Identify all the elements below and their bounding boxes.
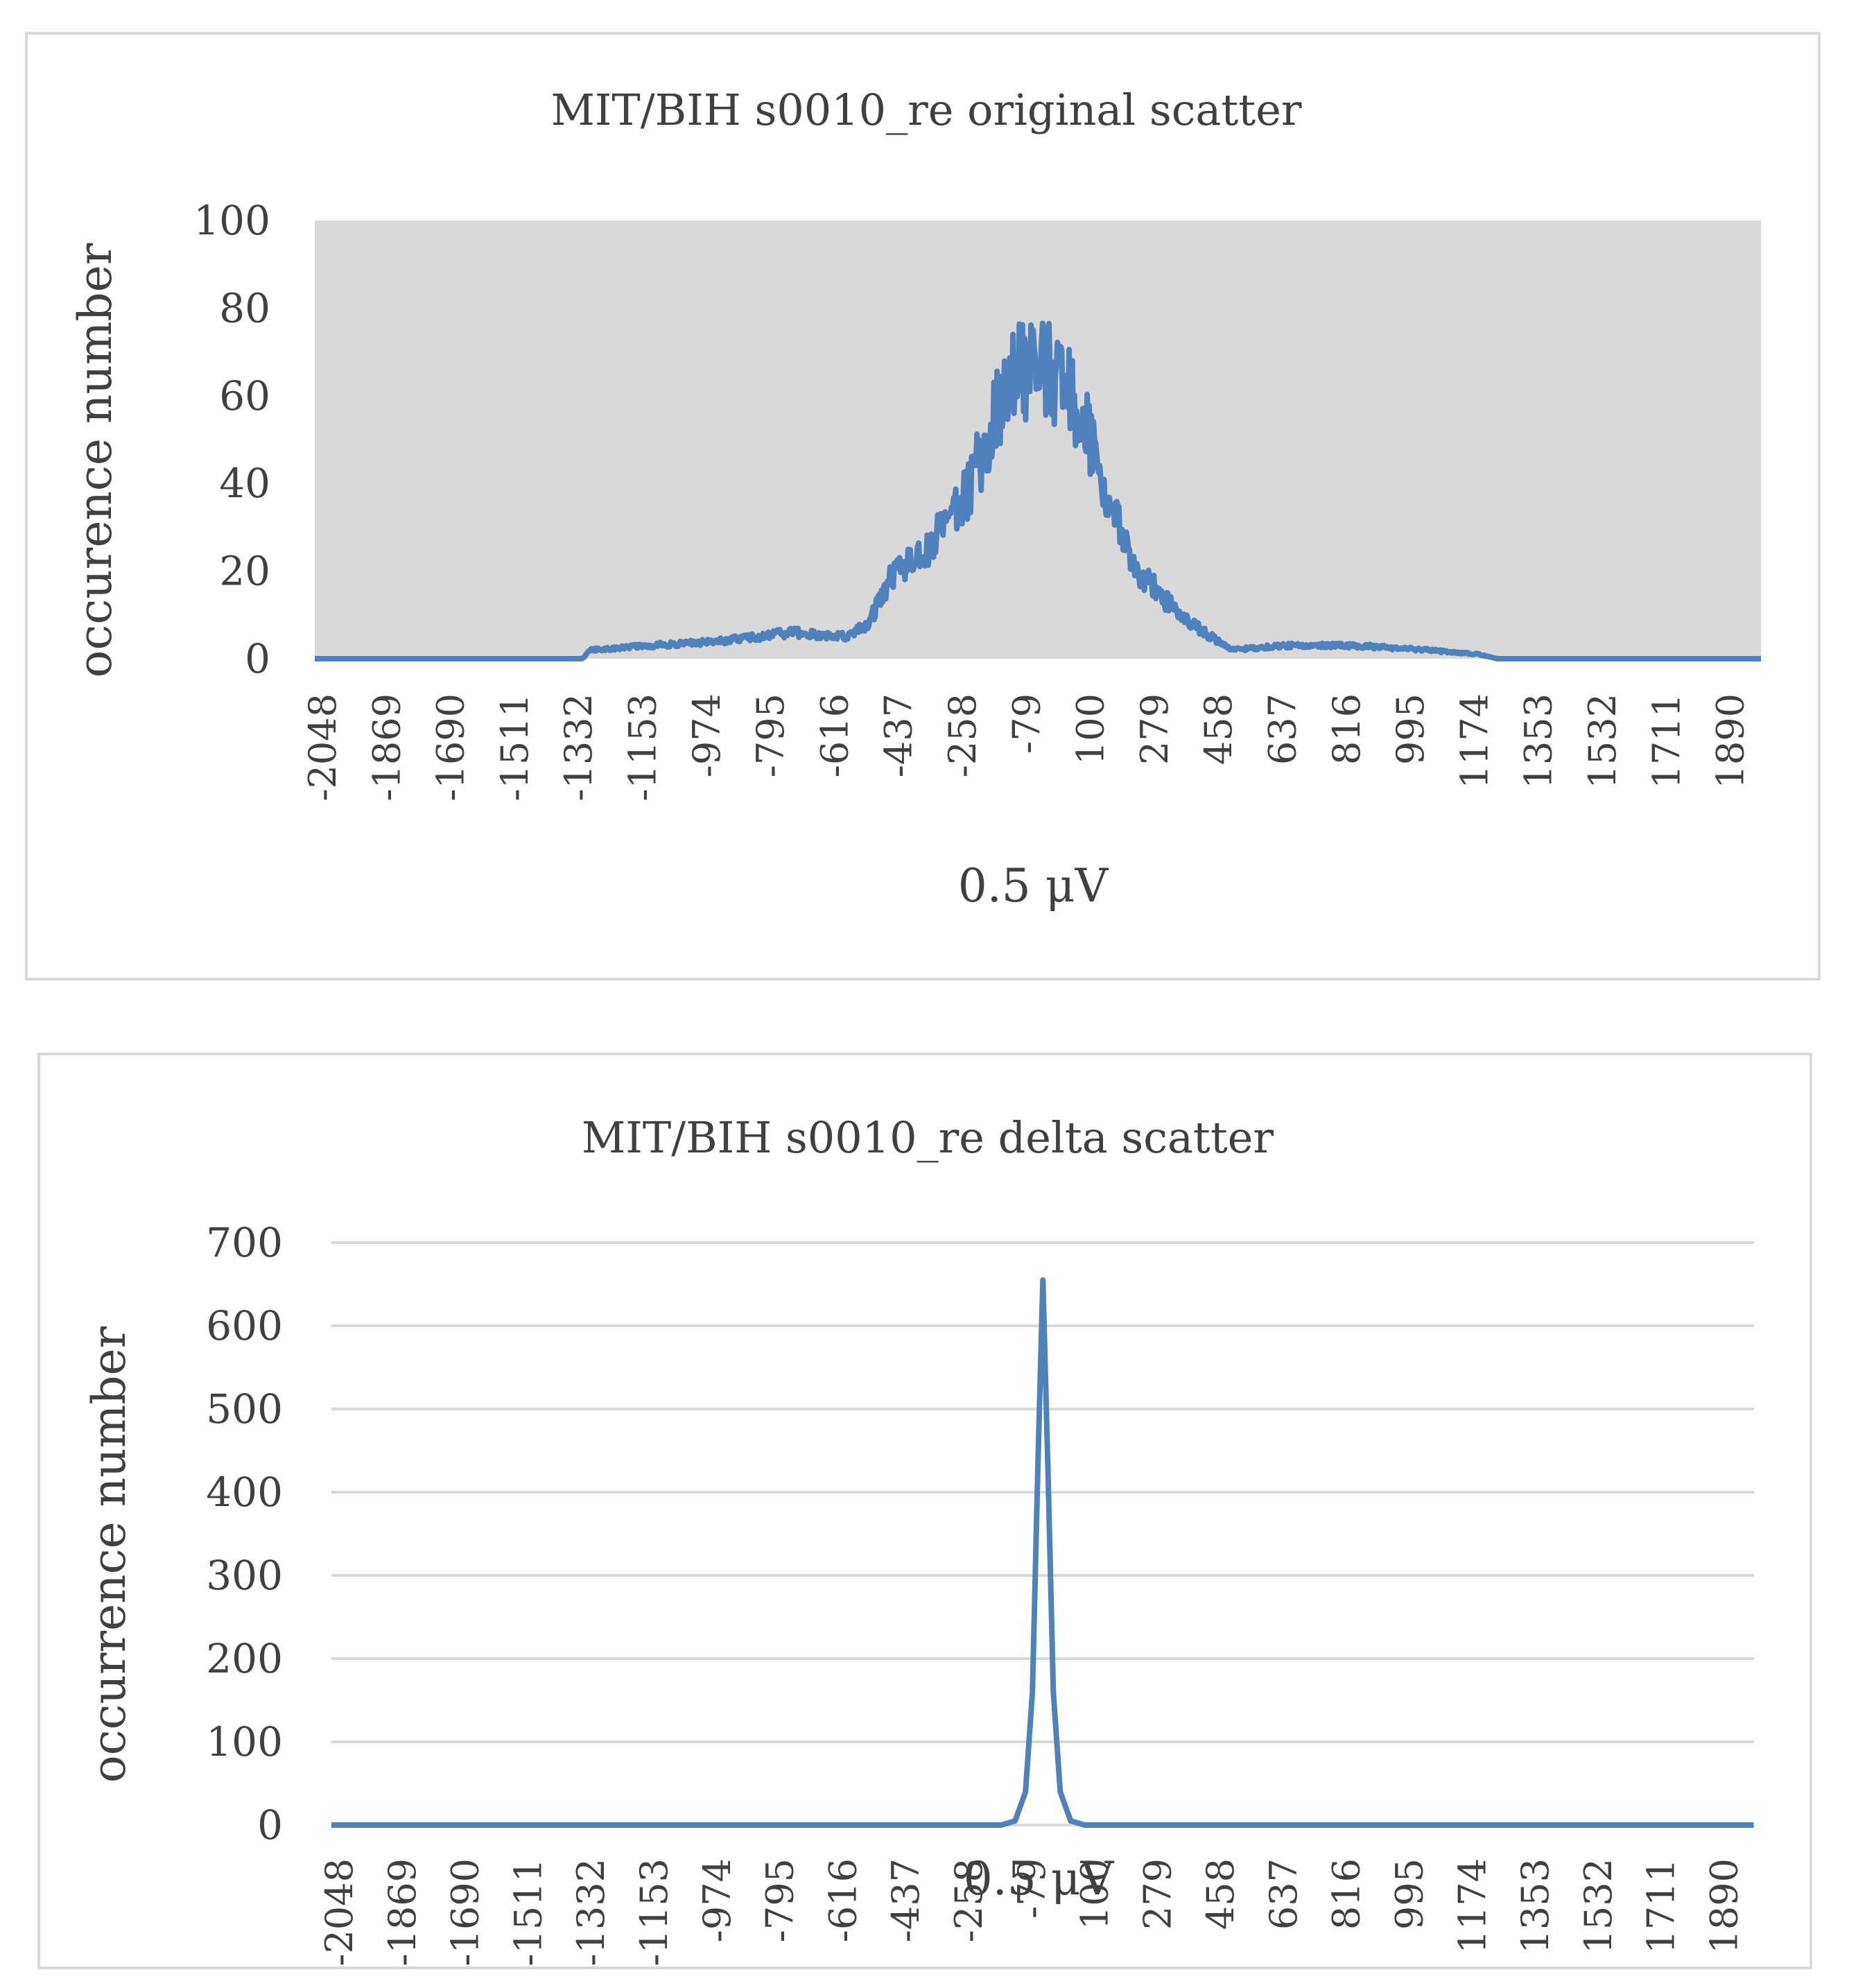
x-axis-label: 0.5 μV	[964, 1852, 1115, 1905]
x-tick-label: 637	[1262, 1858, 1305, 1930]
x-tick-label: 1174	[1452, 693, 1496, 788]
y-tick-label: 60	[219, 372, 270, 420]
x-tick-label: -1690	[429, 693, 473, 802]
x-tick-label: 995	[1389, 693, 1432, 765]
x-tick-label: -79	[1010, 1858, 1054, 1919]
x-tick-label: 1532	[1577, 1858, 1620, 1953]
x-tick-label: -2048	[301, 693, 345, 802]
x-tick-label: -795	[749, 693, 792, 777]
x-tick-label: -437	[877, 693, 921, 777]
series-line-occurrence	[329, 1277, 1756, 1828]
x-tick-label: 1890	[1709, 693, 1753, 788]
x-tick-label: 1353	[1517, 693, 1561, 788]
y-tick-label: 0	[245, 635, 270, 682]
x-tick-label: 1890	[1703, 1858, 1746, 1953]
x-tick-label: -258	[941, 693, 984, 777]
x-tick-label: -1869	[381, 1858, 424, 1967]
y-tick-label: 700	[206, 1219, 283, 1266]
chart-panel-delta: MIT/BIH s0010_re delta scatter 0 100 200 300…	[37, 1053, 1812, 1969]
y-tick-label: 400	[206, 1469, 283, 1516]
x-tick-label: 1353	[1513, 1858, 1557, 1953]
x-tick-label: -1869	[365, 693, 408, 802]
x-tick-label: -1153	[621, 693, 665, 802]
y-tick-label: 600	[206, 1302, 283, 1349]
delta-scatter-chart: MIT/BIH s0010_re delta scatter 0 100 200 300…	[83, 1112, 1756, 1967]
y-axis-label: occurence number	[69, 243, 122, 677]
y-axis-label: occurrence number	[83, 1326, 136, 1783]
x-tick-label: -258	[947, 1858, 991, 1942]
x-tick-label: -79	[1005, 693, 1048, 754]
x-tick-label: -795	[758, 1858, 802, 1942]
x-tick-label: 1711	[1640, 1858, 1683, 1953]
y-tick-label: 200	[206, 1635, 283, 1682]
y-tick-label: 500	[206, 1385, 283, 1433]
x-tick-label: -1153	[632, 1858, 676, 1967]
x-tick-label: -2048	[318, 1858, 361, 1967]
x-tick-label: 100	[1069, 693, 1113, 765]
x-tick-label: 637	[1261, 693, 1305, 765]
y-tick-label: 20	[219, 548, 270, 595]
x-tick-label: -437	[884, 1858, 928, 1942]
x-tick-label: 1174	[1450, 1858, 1494, 1953]
original-scatter-chart: MIT/BIH s0010_re original scatter 0 20 40 60…	[69, 85, 1763, 913]
x-tick-label: 816	[1325, 693, 1369, 765]
y-tick-label: 0	[257, 1801, 283, 1849]
plot-area	[315, 221, 1761, 659]
x-tick-label: -616	[821, 1858, 865, 1942]
x-tick-label: 995	[1388, 1858, 1432, 1930]
y-tick-label: 300	[206, 1552, 283, 1599]
y-tick-label: 80	[219, 284, 270, 331]
x-tick-label: 816	[1325, 1858, 1369, 1930]
x-tick-label: -974	[685, 693, 729, 777]
x-tick-label: 1711	[1644, 693, 1688, 788]
x-tick-label: -1511	[493, 693, 537, 802]
x-tick-label: -616	[813, 693, 856, 777]
x-tick-label: 100	[1073, 1858, 1117, 1930]
x-axis-label: 0.5 μV	[958, 859, 1109, 913]
x-tick-label: 458	[1199, 1858, 1242, 1930]
x-tick-label: -1332	[557, 693, 600, 802]
y-tick-label: 40	[219, 460, 270, 507]
x-tick-label: 458	[1197, 693, 1240, 765]
y-tick-label: 100	[193, 197, 270, 244]
chart-panel-original: MIT/BIH s0010_re original scatter 0 20 40 60…	[25, 32, 1821, 980]
chart-title: MIT/BIH s0010_re original scatter	[550, 85, 1301, 135]
x-tick-label: 279	[1136, 1858, 1179, 1930]
x-tick-label: -1332	[569, 1858, 613, 1967]
x-tick-label: -974	[695, 1858, 739, 1942]
x-tick-label: 1532	[1581, 693, 1624, 788]
series-line-occurrence	[313, 320, 1763, 662]
x-tick-label: 279	[1133, 693, 1177, 765]
chart-title: MIT/BIH s0010_re delta scatter	[582, 1112, 1274, 1163]
x-tick-label: -1690	[444, 1858, 487, 1967]
y-tick-label: 100	[206, 1718, 283, 1765]
x-tick-label: -1511	[506, 1858, 550, 1967]
